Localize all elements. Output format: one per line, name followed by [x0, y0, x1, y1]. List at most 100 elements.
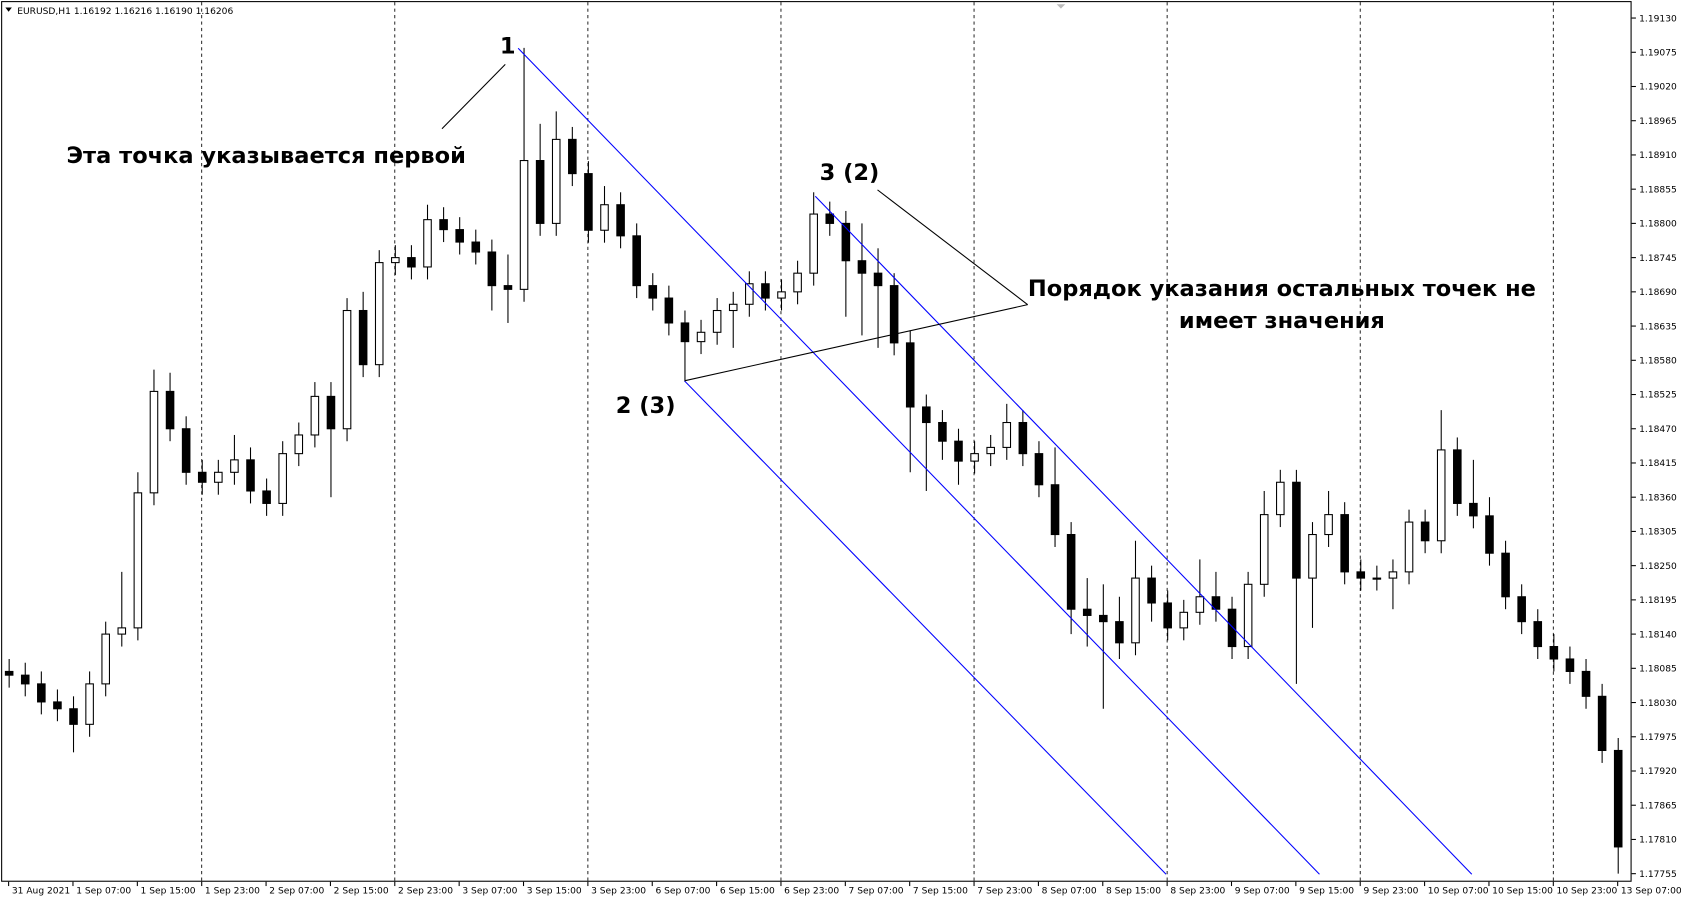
candle-body: [712, 309, 722, 333]
symbol-name: EURUSD,H1: [17, 7, 71, 17]
candle-body: [1243, 583, 1253, 648]
x-tick-label: 9 Sep 07:00: [1235, 887, 1290, 897]
channel: [517, 47, 1473, 875]
x-tick-label: 9 Sep 15:00: [1299, 887, 1354, 897]
candle-body: [69, 708, 78, 725]
candle-body: [1372, 577, 1382, 580]
candle-body: [1163, 602, 1172, 629]
candle-body: [262, 490, 271, 504]
candle-body: [841, 222, 851, 262]
candle-body: [503, 285, 513, 290]
candle-body: [1034, 453, 1044, 486]
candle-body: [294, 434, 304, 455]
candle-body: [1340, 514, 1349, 573]
channel-line: [684, 380, 1167, 875]
candle-body: [1276, 481, 1285, 516]
candle-body: [873, 272, 883, 287]
candle-body: [1453, 449, 1462, 504]
candle-body: [600, 204, 609, 231]
candle-body: [1147, 577, 1156, 604]
candle-body: [1179, 611, 1189, 629]
candle-body: [358, 309, 368, 366]
x-tick-label: 3 Sep 23:00: [591, 887, 646, 897]
y-tick-label: 1.18030: [1639, 699, 1677, 709]
candle-body: [1469, 502, 1478, 517]
candle-body: [568, 138, 577, 175]
x-tick-label: 6 Sep 07:00: [655, 887, 710, 897]
x-tick-label: 2 Sep 15:00: [334, 887, 389, 897]
candle-body: [1436, 449, 1446, 542]
candle-body: [133, 492, 143, 629]
y-tick-label: 1.17975: [1639, 733, 1677, 743]
candle-body: [181, 428, 191, 473]
annotation: 2 (3): [616, 393, 676, 419]
y-tick-label: 1.18195: [1639, 596, 1677, 606]
y-tick-label: 1.18800: [1639, 220, 1677, 230]
candle-body: [1356, 571, 1366, 579]
candle-body: [761, 283, 770, 299]
x-tick-label: 2 Sep 23:00: [398, 887, 453, 897]
x-tick-label: 1 Sep 15:00: [141, 887, 196, 897]
candle-body: [519, 160, 529, 290]
candle-body: [1066, 533, 1076, 610]
candle-body: [584, 173, 593, 231]
candle-body: [1195, 596, 1205, 613]
quote: 1.16216: [114, 7, 152, 17]
y-tick-label: 1.18910: [1639, 151, 1677, 161]
candle-body: [1050, 484, 1060, 536]
candles: [4, 47, 1623, 874]
candle-body: [1018, 421, 1028, 455]
candle-body: [423, 219, 432, 268]
candle-body: [278, 453, 287, 504]
candle-body: [391, 257, 400, 264]
candle-body: [310, 395, 320, 436]
candle-body: [1002, 421, 1012, 448]
menu-arrow[interactable]: [5, 7, 12, 12]
candle-body: [117, 627, 127, 635]
x-tick-label: 7 Sep 15:00: [913, 887, 968, 897]
x-tick-label: 6 Sep 23:00: [784, 887, 839, 897]
candle-body: [37, 683, 46, 703]
y-tick-label: 1.19075: [1639, 48, 1677, 58]
y-tick-label: 1.19020: [1639, 83, 1677, 93]
symbol: EURUSD,H1 1.16192 1.16216 1.16190 1.1620…: [17, 7, 233, 17]
quote: 1.16190: [155, 7, 193, 17]
candle-body: [149, 390, 159, 494]
annotation: Порядок указания остальных точек не: [1028, 276, 1536, 302]
candle-body: [230, 459, 239, 473]
y-tick-label: 1.18855: [1639, 185, 1677, 195]
candle-body: [905, 342, 915, 408]
candle-body: [889, 285, 899, 344]
candle-body: [1211, 596, 1221, 610]
x-tick-label: 6 Sep 15:00: [720, 887, 775, 897]
candle-body: [246, 459, 255, 492]
candle-body: [1292, 481, 1301, 579]
x-tick-label: 1 Sep 23:00: [205, 887, 260, 897]
x-tick-label: 8 Sep 23:00: [1170, 887, 1225, 897]
y-tick-label: 1.18305: [1639, 528, 1677, 538]
pointer-line: [877, 189, 1029, 306]
candle-body: [1131, 577, 1140, 644]
x-tick-label: 2 Sep 07:00: [269, 887, 324, 897]
candle-body: [986, 446, 995, 455]
candle-body: [101, 633, 110, 685]
candle-body: [471, 241, 481, 253]
candle-body: [745, 283, 754, 305]
candle-body: [922, 406, 931, 424]
pointer-line: [441, 63, 506, 130]
candle-body: [1324, 514, 1333, 536]
candle-body: [487, 251, 497, 287]
candle-body: [1308, 533, 1317, 579]
y-tick-label: 1.17920: [1639, 767, 1677, 777]
candle-body: [165, 390, 175, 430]
y-tick-label: 1.18140: [1639, 630, 1677, 640]
x-tick-label: 13 Sep 07:00: [1621, 887, 1681, 897]
candle-body: [938, 421, 947, 442]
candle-body: [1099, 614, 1108, 623]
y-tick-label: 1.18085: [1639, 665, 1677, 675]
y-tick-label: 1.17755: [1639, 870, 1677, 880]
candle-body: [632, 235, 641, 287]
